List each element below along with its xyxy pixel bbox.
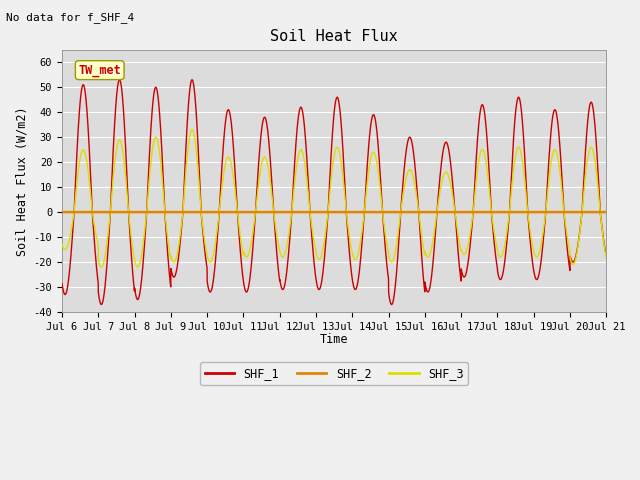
- Y-axis label: Soil Heat Flux (W/m2): Soil Heat Flux (W/m2): [15, 106, 28, 256]
- Title: Soil Heat Flux: Soil Heat Flux: [270, 29, 398, 44]
- Text: No data for f_SHF_4: No data for f_SHF_4: [6, 12, 134, 23]
- X-axis label: Time: Time: [320, 333, 348, 346]
- Text: TW_met: TW_met: [78, 64, 121, 77]
- Legend: SHF_1, SHF_2, SHF_3: SHF_1, SHF_2, SHF_3: [200, 362, 468, 385]
